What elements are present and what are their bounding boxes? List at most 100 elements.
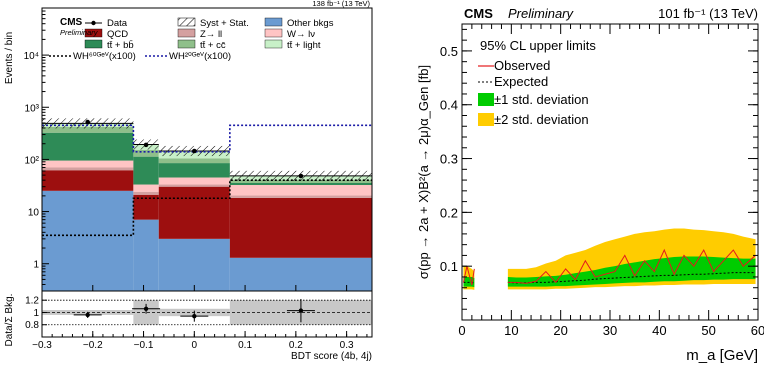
legend-label-0: Data [107, 18, 128, 29]
ratio-ytick-label-2: 1.2 [25, 296, 39, 307]
legend-label-8: tt̄ + light [287, 40, 321, 51]
stack-bar-2-1 [158, 186, 230, 239]
legend-box-5 [264, 28, 283, 38]
x-tick-label-0: −0.3 [32, 340, 52, 351]
left-preliminary-label: Preliminary [60, 28, 99, 37]
left-cms-label: CMS [60, 17, 83, 28]
left-y-axis-label: Events / bin [4, 32, 15, 84]
right-ytick-label-3: 0.4 [440, 98, 458, 113]
ratio-point-3 [298, 308, 304, 313]
legend-data-marker [91, 20, 96, 26]
y-tick-label-4: 10⁴ [24, 51, 39, 62]
stack-bar-1-4 [133, 156, 159, 185]
legend-box-2 [264, 17, 283, 27]
legend-label-3: QCD [107, 29, 128, 40]
observed-line-0 [462, 266, 475, 286]
stack-bar-2-2 [158, 184, 230, 187]
x-tick-label-2: −0.1 [134, 340, 154, 351]
ratio-point-2 [192, 313, 197, 319]
right-legend-label-0: Observed [494, 58, 550, 73]
stack-area [42, 118, 372, 291]
legend-box-4 [177, 28, 196, 38]
band-1sigma-1 [507, 256, 756, 287]
expected-line-0 [463, 281, 475, 284]
right-xtick-label-4: 40 [652, 323, 666, 338]
right-ytick-label-0: 0.1 [440, 259, 458, 274]
stack-bar-3-4 [229, 183, 372, 186]
ratio-ytick-label-0: 0.8 [25, 320, 39, 331]
x-tick-label-4: 0.1 [238, 340, 252, 351]
stack-bar-0-0 [42, 190, 134, 291]
legend-box-3 [84, 28, 103, 38]
right-xtick-label-5: 50 [701, 323, 715, 338]
left-x-axis-label: BDT score (4b, 4j) [291, 351, 372, 362]
legend-label-10: WH²⁰ᴳᵉⱽ(x100) [169, 51, 231, 62]
x-tick-label-5: 0.2 [289, 340, 303, 351]
right-ytick-label-1: 0.2 [440, 205, 458, 220]
legend-label-9: WH⁶⁰ᴳᵉⱽ(x100) [73, 51, 136, 62]
right-cms-label: CMS [464, 6, 493, 21]
legend-label-5: W→ lν [287, 29, 315, 40]
right-ytick-label-2: 0.3 [440, 152, 458, 167]
stack-bar-0-3 [42, 160, 134, 168]
stack-bar-3-5 [229, 180, 372, 184]
data-point-3 [298, 173, 304, 179]
legend-band-3 [478, 113, 494, 126]
legend-label-1: Syst + Stat. [200, 18, 249, 29]
right-legend-label-2: ±1 std. deviation [494, 92, 589, 107]
stack-bar-2-3 [158, 177, 230, 185]
stack-bar-0-1 [42, 170, 134, 191]
ratio-frame [41, 290, 373, 338]
right-legend-label-1: Expected [494, 74, 548, 89]
legend-box-6 [84, 39, 103, 49]
right-xtick-label-3: 30 [603, 323, 617, 338]
y-tick-label-1: 10 [28, 208, 40, 219]
legend-hatch-box [177, 17, 196, 27]
left-main-plot: 1 10 10² 10³ 10⁴ Data Syst + Stat. Other bkgs QC… [24, 7, 373, 292]
data-point-1 [143, 142, 149, 148]
stack-bar-3-1 [229, 197, 372, 258]
right-y-axis-label: σ(pp → 2a + X)B²(a → 2μ)α_Gen [fb] [416, 65, 431, 279]
legend-label-6: tt̄ + bb̄ [107, 40, 134, 51]
stack-bar-1-3 [133, 184, 159, 192]
stack-bar-3-2 [229, 195, 372, 198]
observed-line-1 [507, 248, 756, 284]
stack-bar-2-4 [158, 163, 230, 178]
ratio-point-0 [85, 312, 90, 318]
right-xtick-label-2: 20 [553, 323, 567, 338]
limit-curves [462, 228, 756, 290]
legend-band-2 [478, 93, 494, 106]
right-plot-title: 95% CL upper limits [480, 38, 596, 53]
expected-line-1 [507, 272, 756, 284]
stack-bar-0-5 [42, 126, 134, 133]
stack-bar-0-2 [42, 167, 134, 171]
y-tick-label-0: 1 [33, 260, 39, 271]
y-tick-label-3: 10³ [25, 103, 40, 114]
right-ytick-label-4: 0.5 [440, 44, 458, 59]
ratio-point-1 [143, 306, 149, 311]
ratio-y-axis-label: Data/Σ Bkg. [4, 294, 15, 347]
right-limit-plot: 0.1 0.2 0.3 0.4 0.5 0 10 20 30 40 50 60 ObservedExpe… [440, 23, 764, 338]
legend-box-8 [264, 39, 283, 49]
data-point-0 [85, 119, 90, 125]
legend-label-2: Other bkgs [287, 18, 334, 29]
x-tick-label-6: 0.3 [340, 340, 354, 351]
stack-bar-1-0 [133, 219, 159, 291]
right-legend-label-3: ±2 std. deviation [494, 112, 589, 127]
stack-bar-1-5 [133, 149, 159, 157]
data-point-2 [192, 148, 197, 154]
left-ratio-plot: 0.811.2 −0.3 −0.2 −0.1 0 0.1 0.2 0.3 [25, 290, 373, 351]
legend-box-7 [177, 39, 196, 49]
right-lumi-label: 101 fb⁻¹ (13 TeV) [658, 6, 758, 21]
ratio-ytick-label-1: 1 [33, 308, 39, 319]
stack-bar-2-0 [158, 238, 230, 291]
x-tick-label-1: −0.2 [83, 340, 103, 351]
right-xtick-label-6: 60 [751, 323, 764, 338]
signal-60-line [42, 179, 372, 237]
stack-bar-1-2 [133, 191, 159, 195]
right-xtick-label-1: 10 [504, 323, 518, 338]
right-x-axis-label: m_a [GeV] [686, 347, 758, 364]
